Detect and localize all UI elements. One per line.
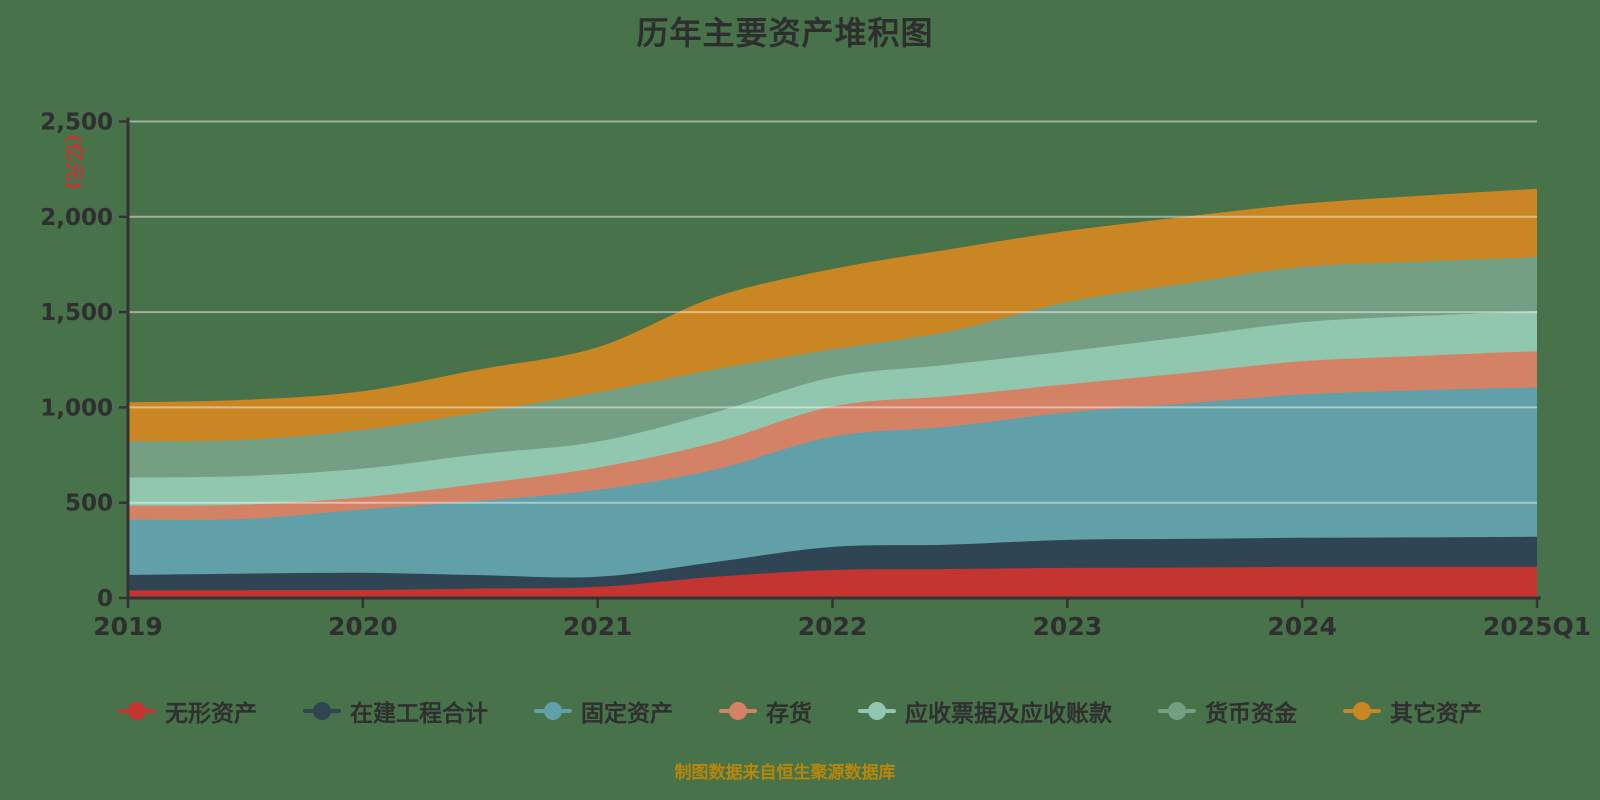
legend-label: 应收票据及应收账款 [905, 701, 1112, 727]
legend-line-circle-icon [534, 701, 572, 721]
legend-item-1[interactable]: 在建工程合计 [303, 694, 488, 728]
legend-label: 其它资产 [1390, 701, 1482, 727]
y-tick-label: 2,000 [40, 205, 113, 231]
legend-item-6[interactable]: 其它资产 [1343, 694, 1482, 728]
x-tick-label: 2021 [563, 612, 633, 641]
y-axis-unit-label: (亿元) [63, 134, 86, 189]
legend-line-circle-icon [1158, 701, 1196, 721]
legend-line-circle-icon [118, 701, 156, 721]
area-series-0[interactable] [128, 566, 1537, 598]
legend-label: 在建工程合计 [350, 701, 488, 727]
legend-item-0[interactable]: 无形资产 [118, 694, 257, 728]
legend: 无形资产 在建工程合计 固定资产 存货 应收票据及应收账款 货币资金 其它资产 [0, 694, 1600, 728]
chart-title: 历年主要资产堆积图 [636, 14, 934, 52]
x-tick-label: 2019 [93, 612, 163, 641]
x-tick-label: 2025Q1 [1483, 612, 1591, 641]
legend-item-2[interactable]: 固定资产 [534, 694, 673, 728]
y-tick-label: 0 [97, 586, 113, 612]
legend-line-circle-icon [303, 701, 341, 721]
legend-item-3[interactable]: 存货 [719, 694, 812, 728]
legend-line-circle-icon [858, 701, 896, 721]
legend-item-5[interactable]: 货币资金 [1158, 694, 1297, 728]
x-tick-label: 2022 [798, 612, 868, 641]
legend-label: 固定资产 [581, 701, 673, 727]
legend-label: 货币资金 [1205, 701, 1297, 727]
x-tick-label: 2020 [328, 612, 398, 641]
legend-label: 无形资产 [165, 701, 257, 727]
data-source-caption: 制图数据来自恒生聚源数据库 [674, 763, 896, 783]
stacked-area-plot[interactable]: 0 500 1,000 1,500 2,000 2,500 2019 2020 2021 2022… [0, 0, 1600, 660]
x-tick-label: 2023 [1033, 612, 1103, 641]
y-tick-label: 1,500 [40, 300, 113, 326]
y-tick-label: 500 [65, 491, 113, 517]
legend-line-circle-icon [1343, 701, 1381, 721]
legend-line-circle-icon [719, 701, 757, 721]
y-tick-label: 1,000 [40, 395, 113, 421]
legend-label: 存货 [766, 701, 812, 727]
x-tick-label: 2024 [1267, 612, 1337, 641]
y-tick-label: 2,500 [40, 110, 113, 136]
legend-item-4[interactable]: 应收票据及应收账款 [858, 694, 1112, 728]
